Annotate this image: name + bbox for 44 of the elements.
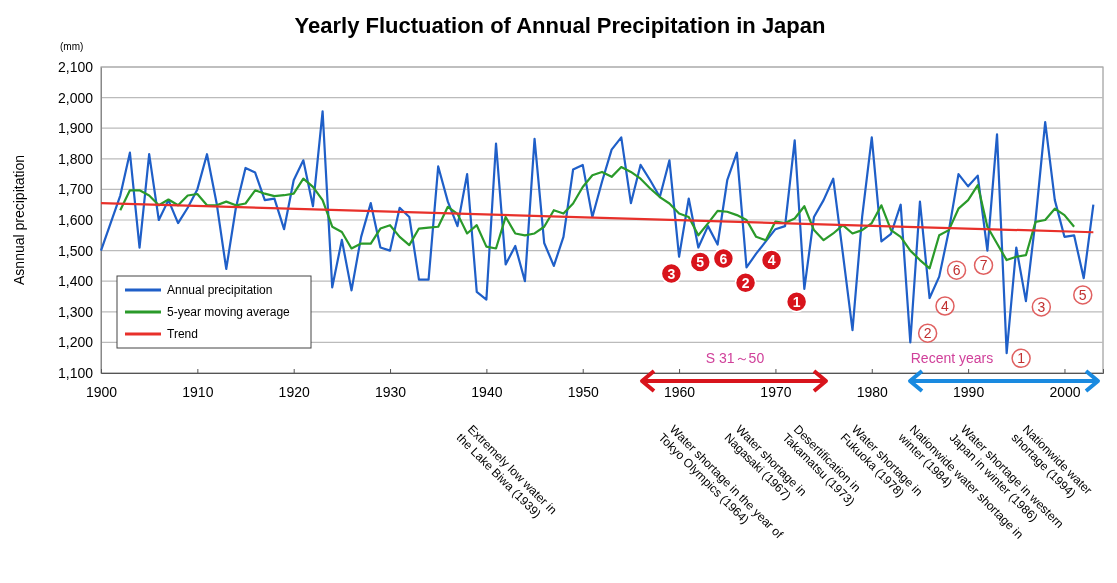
annotation: S 31～50 [705, 350, 765, 366]
y-tick-label: 1,200 [57, 334, 94, 351]
x-tick-label: 1970 [760, 383, 792, 400]
annotation: 1 [1017, 350, 1026, 367]
y-tick-label: 1,500 [57, 242, 94, 259]
annotation: 3 [1037, 298, 1046, 315]
annotation: 1 [792, 293, 801, 310]
chart-title: Yearly Fluctuation of Annual Precipitation in Japan [294, 13, 826, 38]
y-tick-label: 1,900 [57, 120, 94, 137]
line-series [99, 110, 1095, 355]
annotation: 2 [741, 274, 750, 291]
x-tick-label: 1910 [182, 383, 214, 400]
y-tick-label: 2,100 [57, 58, 94, 75]
annotation: Recent years [910, 350, 994, 366]
y-tick-label: 1,600 [57, 211, 94, 228]
annotation: 3 [667, 265, 676, 282]
y-tick-label: 1,700 [57, 181, 94, 198]
annotation: 7 [979, 257, 988, 274]
legend-label: Annual precipitation [167, 283, 273, 297]
y-tick-label: 1,800 [57, 150, 94, 167]
x-tick-label: 1950 [567, 383, 600, 400]
x-tick-label: 1940 [471, 383, 503, 400]
x-tick-label: 1930 [374, 383, 407, 400]
annotation: 6 [719, 250, 728, 267]
x-tick-label: 1980 [856, 383, 889, 400]
annotation: 4 [941, 297, 950, 314]
y-axis-title: Asnnual precipitation [11, 155, 27, 285]
x-tick-label: 1920 [278, 383, 310, 400]
x-tick-label: 1960 [664, 383, 696, 400]
y-tick-label: 1,400 [57, 273, 94, 290]
text: (mm) [60, 41, 84, 52]
legend-label: 5-year moving average [167, 305, 291, 319]
annotation: 5 [1078, 286, 1087, 303]
x-tick-label: 2000 [1049, 383, 1081, 400]
annotation: 5 [696, 253, 705, 270]
annotation: 4 [767, 252, 776, 269]
y-tick-label: 1,100 [57, 364, 94, 381]
y-tick-label: 1,300 [57, 303, 94, 320]
annotation: 6 [952, 262, 961, 279]
annotation: 2 [923, 325, 932, 342]
legend-label: Trend [167, 327, 198, 341]
x-tick-label: 1900 [85, 383, 118, 400]
y-tick-label: 2,000 [57, 89, 94, 106]
x-tick-label: 1990 [953, 383, 985, 400]
